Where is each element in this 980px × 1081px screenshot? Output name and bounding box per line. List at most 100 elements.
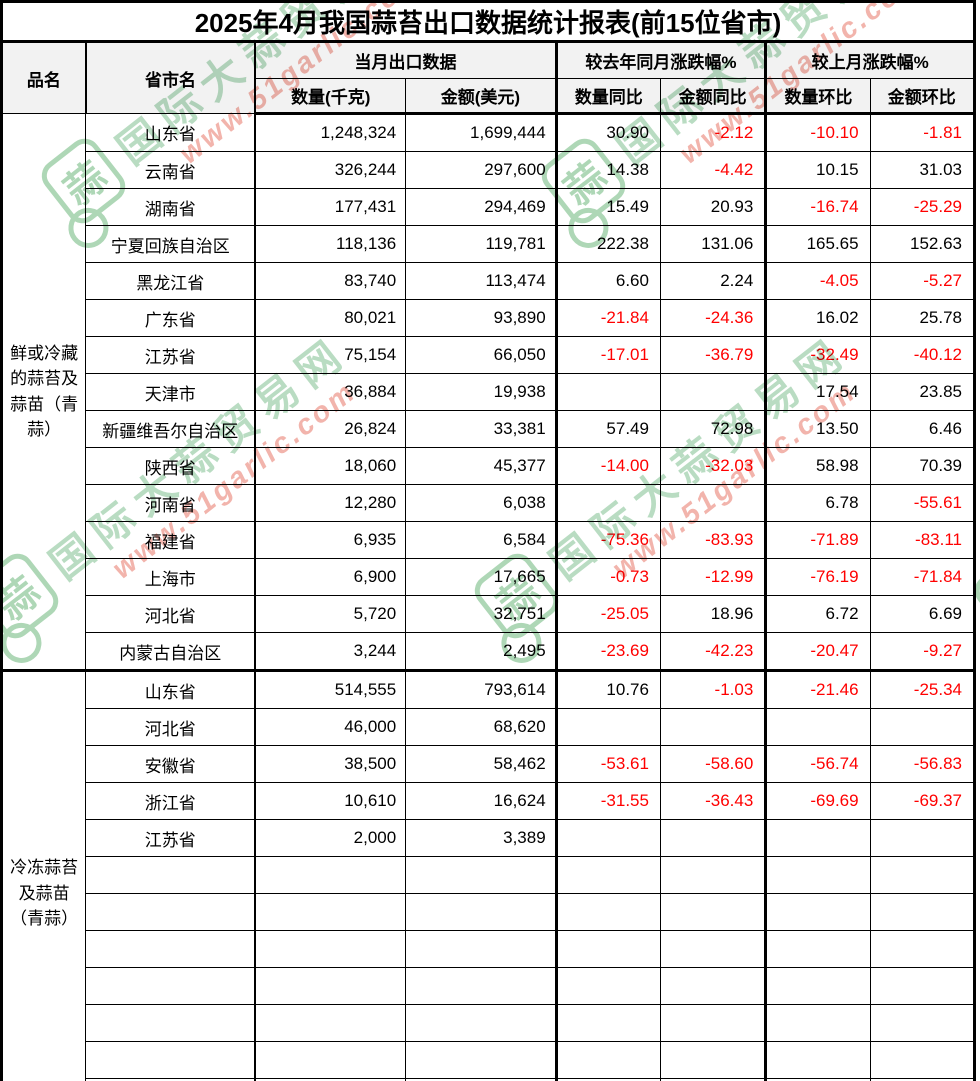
province-cell: 黑龙江省	[85, 262, 256, 300]
table-row: 广东省 80,021 93,890 -21.84 -24.36 16.02 25.78	[2, 299, 976, 337]
quantity-cell	[254, 1041, 407, 1079]
amount-cell: 6,038	[405, 484, 557, 522]
qty-yoy-cell: -31.55	[554, 782, 661, 820]
qty-mom-cell: 17.54	[764, 373, 871, 411]
table-row: 福建省 6,935 6,584 -75.36 -83.93 -71.89 -83.11	[2, 521, 976, 559]
province-cell: 河北省	[85, 708, 256, 746]
qty-mom-cell	[764, 819, 871, 857]
province-cell: 福建省	[85, 521, 256, 559]
amt-mom-cell	[869, 1078, 976, 1081]
amt-mom-cell: 6.46	[869, 410, 976, 448]
amount-cell: 58,462	[405, 745, 557, 783]
report-title: 2025年4月我国蒜苔出口数据统计报表(前15位省市)	[1, 1, 975, 43]
amt-mom-cell	[869, 930, 976, 968]
qty-yoy-cell	[554, 708, 661, 746]
province-cell: 浙江省	[85, 782, 256, 820]
amt-mom-cell: 31.03	[869, 151, 976, 189]
amount-cell: 93,890	[405, 299, 557, 337]
col-group-yoy: 较去年同月涨跌幅%	[554, 41, 767, 79]
qty-mom-cell: 6.78	[764, 484, 871, 522]
amt-yoy-cell: -4.42	[659, 151, 767, 189]
amount-cell: 6,584	[405, 521, 557, 559]
table-row: 河南省 12,280 6,038 6.78 -55.61	[2, 484, 976, 522]
amount-cell: 793,614	[405, 669, 557, 709]
qty-yoy-cell: 57.49	[554, 410, 661, 448]
amount-cell	[405, 1004, 557, 1042]
amount-cell: 16,624	[405, 782, 557, 820]
amt-yoy-cell: -32.03	[659, 447, 767, 485]
col-header-province: 省市名	[84, 41, 256, 114]
amt-mom-cell	[869, 967, 976, 1005]
qty-mom-cell: 10.15	[764, 151, 871, 189]
quantity-cell	[254, 967, 407, 1005]
qty-mom-cell: 58.98	[764, 447, 871, 485]
amount-cell	[405, 856, 557, 894]
qty-yoy-cell	[554, 1041, 661, 1079]
table-row: 云南省 326,244 297,600 14.38 -4.42 10.15 31.03	[2, 151, 976, 189]
table-row	[2, 856, 976, 894]
province-cell: 云南省	[85, 151, 256, 189]
quantity-cell: 5,720	[254, 595, 407, 633]
amt-yoy-cell: -2.12	[659, 113, 767, 152]
qty-mom-cell	[764, 967, 871, 1005]
amt-yoy-cell	[659, 373, 767, 411]
amt-mom-cell: 152.63	[869, 225, 976, 263]
qty-mom-cell: 13.50	[764, 410, 871, 448]
qty-yoy-cell: 15.49	[554, 188, 661, 226]
quantity-cell	[254, 856, 407, 894]
table-row: 冷冻蒜苔及蒜苗（青蒜） 山东省 514,555 793,614 10.76 -1.03 -2…	[0, 669, 976, 1081]
table-row: 黑龙江省 83,740 113,474 6.60 2.24 -4.05 -5.27	[2, 262, 976, 300]
province-cell: 山东省	[85, 113, 256, 152]
col-group-current-month: 当月出口数据	[254, 41, 557, 79]
title-row: 2025年4月我国蒜苔出口数据统计报表(前15位省市)	[1, 1, 975, 43]
province-cell: 广东省	[85, 299, 256, 337]
amt-yoy-cell	[659, 1041, 767, 1079]
amt-yoy-cell: -58.60	[659, 745, 767, 783]
amt-mom-cell: -40.12	[869, 336, 976, 374]
amount-cell: 297,600	[405, 151, 557, 189]
amount-cell: 68,620	[405, 708, 557, 746]
quantity-cell: 46,000	[254, 708, 407, 746]
amount-cell: 3,389	[405, 819, 557, 857]
amt-yoy-cell	[659, 893, 767, 931]
table-row	[2, 930, 976, 968]
qty-yoy-cell: -53.61	[554, 745, 661, 783]
qty-yoy-cell	[554, 967, 661, 1005]
qty-mom-cell: -76.19	[764, 558, 871, 596]
qty-yoy-cell: 222.38	[554, 225, 661, 263]
amt-yoy-cell	[659, 967, 767, 1005]
qty-yoy-cell: -0.73	[554, 558, 661, 596]
table-row: 鲜或冷藏的蒜苔及蒜苗（青蒜） 山东省 1,248,324 1,699,444 30.90…	[0, 113, 976, 671]
province-cell	[85, 1041, 256, 1079]
quantity-cell: 36,884	[254, 373, 407, 411]
amt-yoy-cell: -36.79	[659, 336, 767, 374]
qty-yoy-cell	[554, 1004, 661, 1042]
amount-cell: 1,699,444	[405, 113, 557, 152]
amt-mom-cell: -25.29	[869, 188, 976, 226]
col-header-amt-yoy: 金额同比	[659, 78, 767, 115]
qty-mom-cell: 165.65	[764, 225, 871, 263]
amt-yoy-cell: 2.24	[659, 262, 767, 300]
amt-yoy-cell: 18.96	[659, 595, 767, 633]
amt-yoy-cell	[659, 856, 767, 894]
qty-yoy-cell: -25.05	[554, 595, 661, 633]
amt-yoy-cell: -42.23	[659, 632, 767, 671]
quantity-cell: 80,021	[254, 299, 407, 337]
amount-cell: 113,474	[405, 262, 557, 300]
table-row: 上海市 6,900 17,665 -0.73 -12.99 -76.19 -71.84	[2, 558, 976, 596]
quantity-cell	[254, 930, 407, 968]
qty-yoy-cell: 10.76	[554, 669, 661, 709]
header-row-subcolumns: 数量(千克) 金额(美元) 数量同比 金额同比 数量环比 金额环比	[2, 78, 976, 115]
quantity-cell: 26,824	[254, 410, 407, 448]
province-cell: 上海市	[85, 558, 256, 596]
table-row: 内蒙古自治区 3,244 2,495 -23.69 -42.23 -20.47 -9.27	[2, 632, 976, 671]
amt-yoy-cell	[659, 1004, 767, 1042]
amt-mom-cell: 25.78	[869, 299, 976, 337]
qty-mom-cell: -4.05	[764, 262, 871, 300]
qty-mom-cell: -10.10	[764, 113, 871, 152]
qty-mom-cell: -69.69	[764, 782, 871, 820]
quantity-cell: 75,154	[254, 336, 407, 374]
amt-yoy-cell: 20.93	[659, 188, 767, 226]
